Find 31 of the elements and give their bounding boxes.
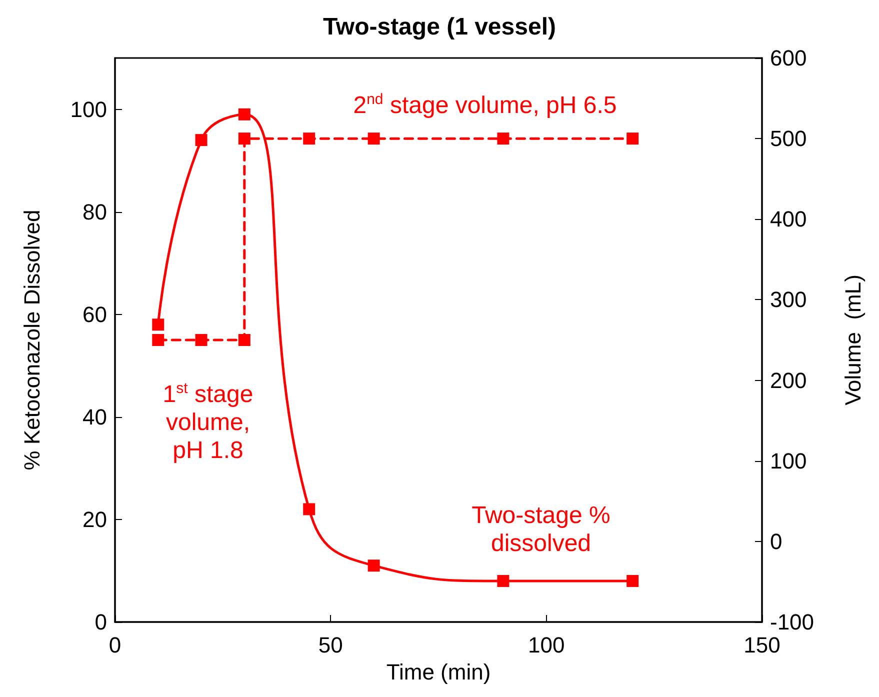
chart-title: Two-stage (1 vessel) [323, 14, 556, 40]
y-tick-label: 0 [94, 610, 107, 634]
point [195, 134, 208, 146]
y2-tick-label: 100 [770, 448, 807, 474]
annotation: 2$^{nd}$ stage volume, pH 6.5 [352, 90, 618, 120]
y-tick-label: 20 [82, 506, 107, 532]
y-axis-title: % Ketoconazole Dissolved [20, 210, 44, 470]
annotation: 1$^{st}$ stage volume, pH 1.8 [162, 379, 254, 465]
y-tick-label: 100 [70, 96, 107, 122]
point [303, 503, 316, 516]
y-tick-label: 60 [82, 302, 107, 327]
x-tick-label: 50 [318, 632, 343, 658]
y2-tick-label: 0 [770, 528, 782, 554]
y2-tick-label: 300 [770, 287, 807, 312]
y2-tick-label: 400 [770, 206, 807, 232]
x-tick-label: 100 [528, 632, 565, 658]
y2-tick-label: 500 [770, 126, 807, 152]
y2-tick-label: 200 [770, 368, 807, 393]
y2-tick-label: 600 [770, 46, 807, 70]
x-tick-label: 150 [744, 632, 780, 658]
y2-axis-title: Volume (mL) [840, 274, 866, 406]
point [368, 560, 380, 572]
point [152, 318, 164, 331]
point [238, 108, 250, 120]
x-axis-title: Time (min) [386, 659, 491, 684]
point [626, 574, 639, 587]
annotation: Two-stage % dissolved [470, 502, 612, 558]
point [497, 574, 510, 587]
y-tick-label: 40 [82, 404, 107, 430]
y2-tick-label: -100 [770, 610, 814, 634]
y-tick-label: 80 [82, 199, 107, 224]
